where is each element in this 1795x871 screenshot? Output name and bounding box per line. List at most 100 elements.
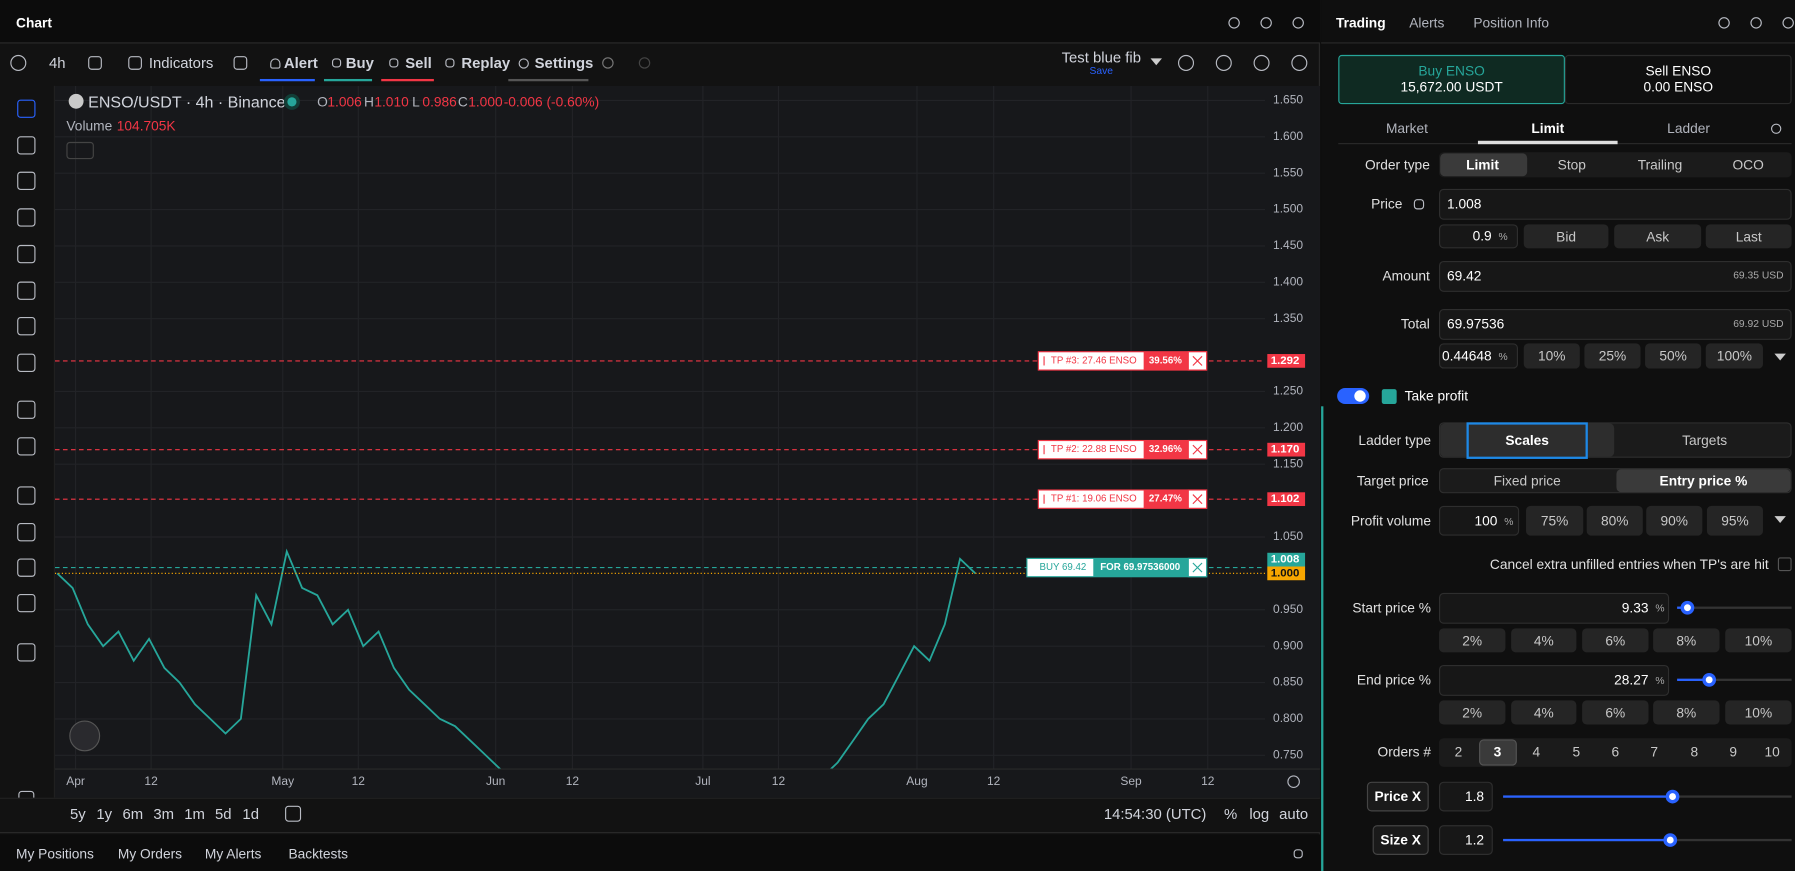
- end_price-input[interactable]: [1439, 664, 1670, 696]
- price_x-button[interactable]: [1366, 781, 1429, 812]
- undo-icon[interactable]: [602, 57, 614, 69]
- drawing-tool[interactable]: [17, 486, 36, 505]
- total-button[interactable]: [1584, 343, 1641, 369]
- orders-option[interactable]: 2: [1454, 743, 1463, 760]
- slider-knob[interactable]: [1702, 672, 1717, 687]
- drawing-tool[interactable]: [17, 400, 36, 419]
- indicators-button[interactable]: Indicators: [148, 54, 214, 72]
- fx-icon[interactable]: [128, 56, 142, 70]
- dropdown-caret[interactable]: [1774, 353, 1786, 361]
- volume-button[interactable]: [1526, 505, 1584, 536]
- buy-button[interactable]: Buy: [345, 54, 374, 72]
- order-type-option[interactable]: Stop: [1557, 156, 1586, 173]
- add-icon[interactable]: [10, 54, 27, 71]
- price-button[interactable]: [1705, 224, 1792, 249]
- volume-button[interactable]: [1646, 505, 1703, 536]
- candle-icon[interactable]: [88, 56, 102, 70]
- header-icon[interactable]: [1228, 17, 1240, 29]
- drawing-tool[interactable]: [17, 136, 36, 155]
- settings-button[interactable]: Settings: [534, 54, 594, 72]
- collapse-legend[interactable]: [66, 141, 94, 160]
- scale-option[interactable]: auto: [1279, 805, 1309, 823]
- bottom-tab[interactable]: My Positions: [16, 845, 94, 862]
- drawing-tool[interactable]: [17, 523, 36, 542]
- header-icon[interactable]: [1292, 17, 1304, 29]
- profit-volume-input[interactable]: [1439, 505, 1520, 536]
- alert-button[interactable]: Alert: [283, 54, 318, 72]
- preset-button[interactable]: [1582, 700, 1649, 725]
- price-button[interactable]: [1614, 224, 1702, 249]
- drawing-tool[interactable]: [17, 643, 36, 662]
- preset-button[interactable]: [1439, 628, 1506, 653]
- range-period[interactable]: 1y: [96, 805, 113, 823]
- drawing-tool[interactable]: [17, 281, 36, 300]
- preset-button[interactable]: [1511, 628, 1577, 653]
- expand-panel[interactable]: [1293, 849, 1303, 859]
- preset-button[interactable]: [1725, 628, 1792, 653]
- dropdown-caret[interactable]: [1774, 516, 1786, 524]
- price-chart[interactable]: 1.650 1.600 1.550 1.500 1.450 1.400 1.350 1.250…: [54, 85, 1320, 798]
- target-option[interactable]: Entry price %: [1659, 472, 1748, 489]
- drawing-tool[interactable]: [17, 593, 36, 613]
- slider-knob[interactable]: [1680, 600, 1695, 615]
- ladder-option[interactable]: Scales: [1505, 432, 1549, 449]
- order-mode[interactable]: Limit: [1531, 120, 1565, 137]
- save-label[interactable]: Save: [1089, 64, 1114, 77]
- orders-option[interactable]: 8: [1690, 743, 1699, 760]
- slider-knob[interactable]: [1665, 789, 1680, 804]
- range-period[interactable]: 1d: [242, 805, 259, 823]
- trading-tab[interactable]: Position Info: [1473, 14, 1549, 31]
- range-period[interactable]: 5d: [214, 805, 232, 823]
- settings-icon[interactable]: [518, 57, 529, 69]
- toolbar-icon[interactable]: [1291, 54, 1308, 71]
- orders-option[interactable]: 3: [1493, 743, 1502, 760]
- order-type-option[interactable]: Limit: [1466, 156, 1499, 173]
- trading-tab[interactable]: Alerts: [1409, 14, 1445, 31]
- target-option[interactable]: Fixed price: [1493, 472, 1561, 489]
- scale-option[interactable]: log: [1249, 805, 1270, 823]
- preset-button[interactable]: [1725, 700, 1792, 725]
- drawing-tool[interactable]: [17, 353, 36, 372]
- panel-icon[interactable]: [1718, 17, 1730, 29]
- sell-tab[interactable]: [1564, 54, 1792, 105]
- preset-button[interactable]: [1582, 628, 1649, 653]
- layout-icon[interactable]: [233, 56, 248, 70]
- range-period[interactable]: 6m: [122, 805, 144, 823]
- price-button[interactable]: [1523, 224, 1609, 249]
- preset-button[interactable]: [1653, 700, 1720, 725]
- range-period[interactable]: 1m: [184, 805, 205, 823]
- size_x-button[interactable]: [1372, 825, 1429, 855]
- slider-knob[interactable]: [1663, 833, 1678, 847]
- cancel-checkbox[interactable]: [1777, 557, 1792, 572]
- buy-icon[interactable]: [331, 58, 342, 68]
- toolbar-icon[interactable]: [1215, 54, 1232, 71]
- total-button[interactable]: [1523, 343, 1580, 369]
- volume-button[interactable]: [1586, 505, 1643, 536]
- mode-extra[interactable]: [1770, 123, 1781, 134]
- sell-button[interactable]: Sell: [405, 54, 432, 72]
- redo-icon[interactable]: [638, 57, 651, 69]
- drawing-tool[interactable]: [17, 558, 36, 577]
- range-period[interactable]: 3m: [153, 805, 175, 823]
- orders-option[interactable]: 4: [1532, 743, 1541, 760]
- orders-option[interactable]: 10: [1764, 743, 1780, 760]
- total-input[interactable]: [1439, 309, 1792, 340]
- toolbar-icon[interactable]: [1177, 54, 1195, 71]
- orders-option[interactable]: 5: [1572, 743, 1581, 760]
- total-button[interactable]: [1705, 343, 1763, 369]
- alert-icon[interactable]: [269, 57, 280, 69]
- order-type-option[interactable]: OCO: [1732, 156, 1764, 173]
- range-period[interactable]: 5y: [69, 805, 86, 823]
- order-mode[interactable]: Ladder: [1667, 120, 1710, 137]
- tp-checkbox[interactable]: [1381, 389, 1397, 405]
- start_price-input[interactable]: [1439, 592, 1670, 624]
- price-pct-input[interactable]: [1439, 224, 1519, 249]
- drawing-tool[interactable]: [17, 244, 36, 264]
- sell-icon[interactable]: [389, 58, 399, 68]
- orders-option[interactable]: 6: [1611, 743, 1620, 760]
- bottom-tab[interactable]: Backtests: [288, 845, 349, 862]
- drawing-tool[interactable]: [17, 317, 36, 336]
- total-button[interactable]: [1645, 343, 1702, 369]
- replay-icon[interactable]: [445, 58, 455, 68]
- order-type-option[interactable]: Trailing: [1637, 156, 1683, 173]
